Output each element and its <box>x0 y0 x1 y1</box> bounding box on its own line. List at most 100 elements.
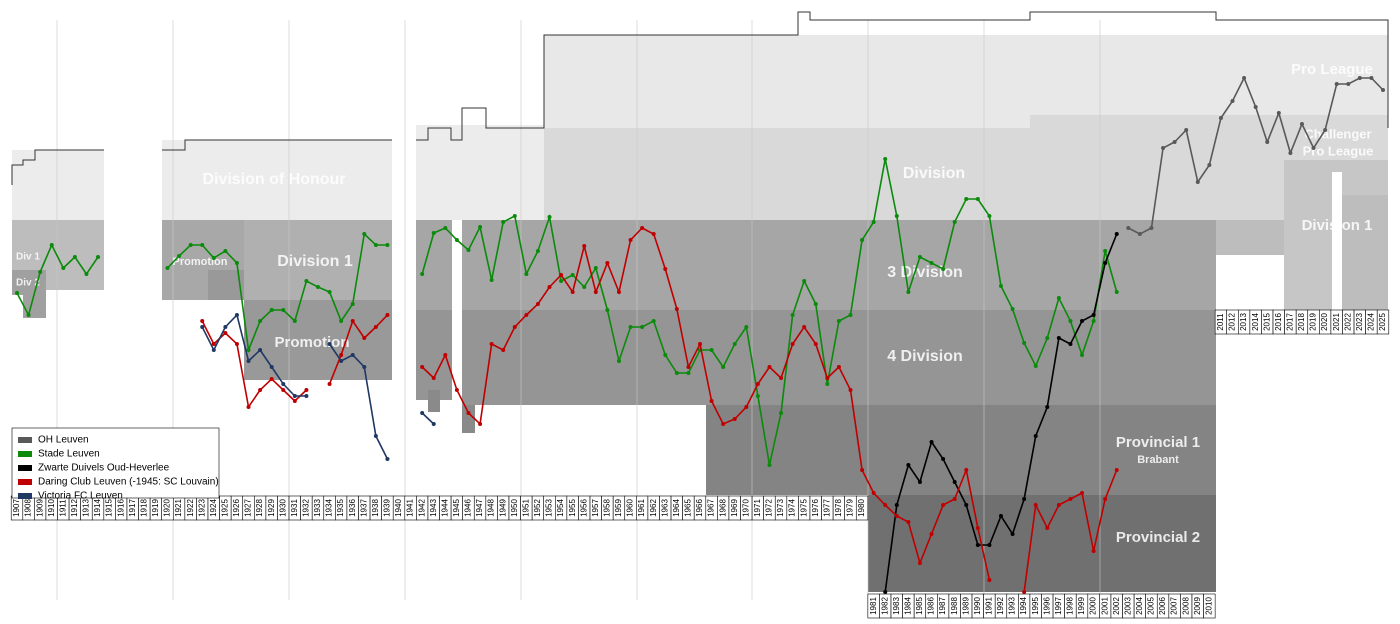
year-label: 1948 <box>487 499 496 517</box>
year-label: 1917 <box>128 499 137 517</box>
year-label: 1923 <box>197 499 206 517</box>
point <box>952 220 957 224</box>
year-label: 1952 <box>533 499 542 517</box>
point <box>790 342 795 346</box>
year-label: 1924 <box>209 499 218 517</box>
point <box>547 215 552 219</box>
point <box>732 417 737 421</box>
point <box>651 319 656 323</box>
gap <box>1332 172 1342 310</box>
year-label: 1977 <box>822 499 831 517</box>
point <box>674 307 679 311</box>
year-label: 2002 <box>1112 597 1121 615</box>
year-label: 1998 <box>1066 597 1075 615</box>
tier <box>868 495 1216 592</box>
point <box>894 514 899 518</box>
tier <box>46 220 104 290</box>
point <box>292 394 297 398</box>
year-label: 1967 <box>707 499 716 517</box>
series-line <box>201 227 1118 593</box>
point <box>987 214 992 218</box>
year-label: 1953 <box>545 499 554 517</box>
point <box>327 382 332 386</box>
year-label: 1994 <box>1019 597 1028 615</box>
tier <box>12 150 104 220</box>
point <box>906 290 911 294</box>
point <box>1323 128 1328 132</box>
point <box>281 382 286 386</box>
point <box>466 248 471 252</box>
point <box>1288 151 1293 155</box>
point <box>1045 336 1050 340</box>
point <box>1103 261 1108 265</box>
point <box>339 319 344 323</box>
year-label: 1950 <box>510 499 519 517</box>
year-label: 1966 <box>695 499 704 517</box>
legend-label: Zwarte Duivels Oud-Heverlee <box>38 463 170 474</box>
year-label: 1908 <box>24 499 33 517</box>
point <box>1207 163 1212 167</box>
tier <box>1216 220 1284 255</box>
point <box>385 243 390 247</box>
point <box>431 422 436 426</box>
point <box>223 331 228 335</box>
point <box>339 359 344 363</box>
point <box>362 365 367 369</box>
point <box>1091 319 1096 323</box>
point <box>883 157 888 161</box>
point <box>790 313 795 317</box>
point <box>1010 532 1015 536</box>
year-label: 1933 <box>313 499 322 517</box>
year-label: 1940 <box>394 499 403 517</box>
year-label: 1943 <box>429 499 438 517</box>
point <box>1068 342 1073 346</box>
point <box>929 440 934 444</box>
year-label: 1996 <box>1042 597 1051 615</box>
point <box>177 254 182 258</box>
point <box>362 232 367 236</box>
tier <box>544 128 1030 220</box>
point <box>304 279 309 283</box>
point <box>605 308 610 312</box>
point <box>1080 319 1085 323</box>
point <box>373 325 378 329</box>
point <box>964 503 969 507</box>
year-label: 1968 <box>718 499 727 517</box>
point <box>1045 405 1050 409</box>
point <box>49 243 54 247</box>
point <box>1022 497 1027 501</box>
year-label: 2020 <box>1320 313 1329 331</box>
year-label: 1972 <box>765 499 774 517</box>
point <box>292 399 297 403</box>
point <box>1369 76 1374 80</box>
point <box>269 308 274 312</box>
point <box>1103 249 1108 253</box>
x-axis: 1907 1908 1909 1910 1911 1912 1913 1914 1915 1916… <box>10 309 1390 619</box>
point <box>628 325 633 329</box>
point <box>975 543 980 547</box>
point <box>952 497 957 501</box>
point <box>1357 76 1362 80</box>
year-label: 1955 <box>568 499 577 517</box>
point <box>362 336 367 340</box>
point <box>211 256 216 260</box>
point <box>304 394 309 398</box>
tier <box>162 140 392 220</box>
legend-swatch <box>18 437 32 443</box>
point <box>501 220 506 224</box>
point <box>1137 232 1142 236</box>
point <box>1299 122 1304 126</box>
division-label: Challenger <box>1304 126 1371 141</box>
point <box>1218 116 1223 120</box>
tier <box>475 320 544 405</box>
point <box>84 272 89 276</box>
legend-swatch <box>18 451 32 457</box>
point <box>478 225 483 229</box>
year-label: 1974 <box>788 499 797 517</box>
point <box>420 411 425 415</box>
point <box>1103 497 1108 501</box>
legend-box <box>11 427 220 499</box>
year-label: 1918 <box>139 499 148 517</box>
tier <box>462 310 1216 405</box>
